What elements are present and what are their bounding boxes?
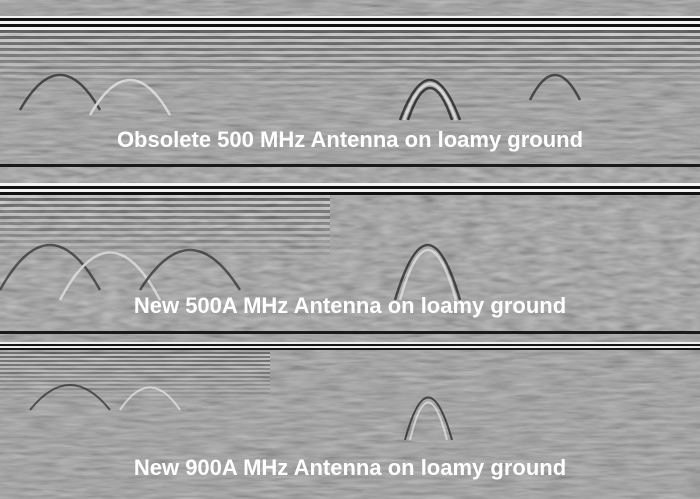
panel-2: New 500A MHz Antenna on loamy ground: [0, 167, 700, 332]
panel-label: New 500A MHz Antenna on loamy ground: [134, 293, 566, 318]
panel-label: New 900A MHz Antenna on loamy ground: [134, 455, 566, 480]
panel-1: Obsolete 500 MHz Antenna on loamy ground: [0, 0, 700, 165]
panel-label: Obsolete 500 MHz Antenna on loamy ground: [117, 127, 583, 152]
panel-3: New 900A MHz Antenna on loamy ground: [0, 334, 700, 499]
separator: [0, 164, 700, 167]
separator: [0, 331, 700, 334]
